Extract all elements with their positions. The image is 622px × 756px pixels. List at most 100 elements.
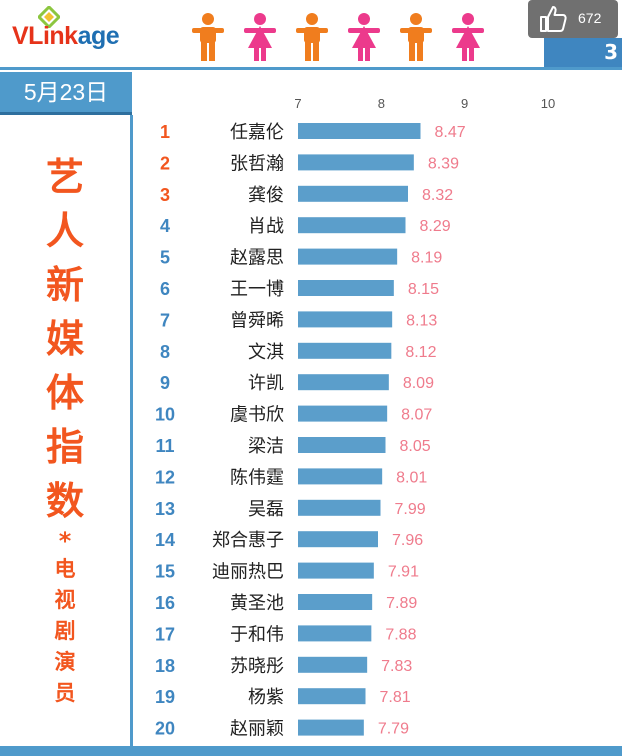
- bar: [298, 405, 388, 422]
- male-figure-icon: [296, 13, 328, 61]
- title-char: 指: [45, 425, 84, 469]
- x-tick-label: 9: [461, 96, 468, 111]
- category-label: 梁洁: [248, 436, 284, 457]
- bar: [298, 625, 372, 642]
- value-label: 8.12: [405, 344, 436, 361]
- category-label: 张哲瀚: [230, 153, 284, 174]
- subtitle-char: 演: [54, 650, 76, 674]
- value-label: 7.79: [378, 721, 409, 738]
- value-label: 8.47: [435, 124, 466, 141]
- rank-label: 12: [155, 467, 175, 487]
- title-char: 体: [45, 371, 84, 415]
- rank-label: 3: [160, 185, 170, 205]
- category-label: 龚俊: [248, 185, 284, 206]
- category-label: 肖战: [248, 216, 284, 237]
- sidebar-divider: [130, 115, 133, 746]
- logo-text-vlink: VLink: [12, 22, 78, 50]
- bar: [298, 311, 393, 328]
- category-label: 文淇: [248, 342, 284, 363]
- value-label: 7.83: [381, 658, 412, 675]
- value-label: 8.01: [396, 469, 427, 486]
- subtitle-char: 员: [54, 681, 76, 705]
- rank-label: 20: [155, 719, 175, 739]
- category-label: 吴磊: [248, 499, 284, 520]
- bar: [298, 437, 386, 453]
- rank-label: 15: [155, 562, 175, 582]
- bar: [298, 719, 364, 736]
- value-label: 8.09: [403, 375, 434, 392]
- female-figure-icon: [348, 13, 380, 61]
- bar: [298, 154, 414, 171]
- bar: [298, 280, 394, 296]
- like-button[interactable]: 672: [528, 0, 618, 38]
- value-label: 7.88: [385, 626, 416, 643]
- title-char: 人: [45, 209, 84, 253]
- category-label: 于和伟: [230, 624, 284, 645]
- date-label: 5月23日: [0, 72, 132, 112]
- female-figure-icon: [244, 13, 276, 61]
- subtitle-char: 剧: [54, 619, 76, 643]
- bar: [298, 217, 406, 234]
- value-label: 8.07: [401, 407, 432, 424]
- bar: [298, 499, 381, 516]
- rank-label: 7: [160, 310, 170, 330]
- thumbs-up-icon: [540, 6, 567, 32]
- value-label: 8.05: [400, 438, 431, 455]
- category-label: 王一博: [230, 279, 284, 300]
- rank-label: 5: [160, 248, 170, 268]
- title-separator: *: [58, 527, 72, 555]
- value-label: 7.99: [395, 501, 426, 518]
- rank-label: 6: [160, 279, 170, 299]
- rank-label: 2: [160, 153, 170, 173]
- category-label: 许凯: [248, 373, 284, 394]
- rank-label: 11: [155, 436, 174, 456]
- value-label: 7.91: [388, 564, 419, 581]
- bar: [298, 374, 389, 391]
- title-char: 媒: [45, 317, 84, 361]
- bar: [298, 594, 373, 610]
- title-char: 艺: [45, 155, 84, 199]
- category-label: 郑合惠子: [212, 530, 284, 551]
- rank-label: 10: [155, 405, 175, 425]
- header-divider: [0, 67, 622, 70]
- title-char: 新: [45, 263, 84, 307]
- category-label: 苏晓彤: [230, 656, 284, 677]
- rank-label: 1: [160, 122, 170, 142]
- rank-label: 18: [155, 656, 175, 676]
- logo-mark-icon: [38, 6, 60, 28]
- date-underline: [0, 112, 132, 115]
- category-label: 赵丽颖: [230, 719, 284, 740]
- male-figure-icon: [400, 13, 432, 61]
- corner-box: 3: [544, 38, 622, 68]
- corner-text: 3: [604, 40, 618, 64]
- rank-label: 16: [155, 593, 175, 613]
- category-label: 任嘉伦: [230, 122, 284, 143]
- value-label: 8.15: [408, 281, 439, 298]
- subtitle-char: 电: [54, 557, 76, 581]
- rank-label: 4: [160, 216, 170, 236]
- category-label: 陈伟霆: [230, 467, 284, 488]
- bar: [298, 562, 374, 579]
- category-label: 杨紫: [248, 687, 284, 708]
- rank-label: 8: [160, 342, 170, 362]
- value-label: 7.89: [386, 595, 417, 612]
- logo-text-age: age: [77, 22, 120, 50]
- male-figure-icon: [192, 13, 224, 61]
- x-tick-label: 8: [378, 96, 385, 111]
- value-label: 8.13: [406, 312, 437, 329]
- category-label: 赵露思: [230, 248, 284, 269]
- footer-bar: [0, 746, 622, 756]
- rank-label: 13: [155, 499, 175, 519]
- bar: [298, 656, 368, 673]
- x-tick-label: 7: [294, 96, 301, 111]
- value-label: 8.39: [428, 155, 459, 172]
- subtitle-char: 视: [54, 588, 76, 612]
- bar: [298, 688, 366, 705]
- bar: [298, 342, 392, 359]
- bar: [298, 185, 408, 202]
- rank-label: 14: [155, 530, 175, 550]
- category-label: 虞书欣: [230, 405, 284, 426]
- female-figure-icon: [452, 13, 484, 61]
- x-tick-label: 10: [541, 96, 555, 111]
